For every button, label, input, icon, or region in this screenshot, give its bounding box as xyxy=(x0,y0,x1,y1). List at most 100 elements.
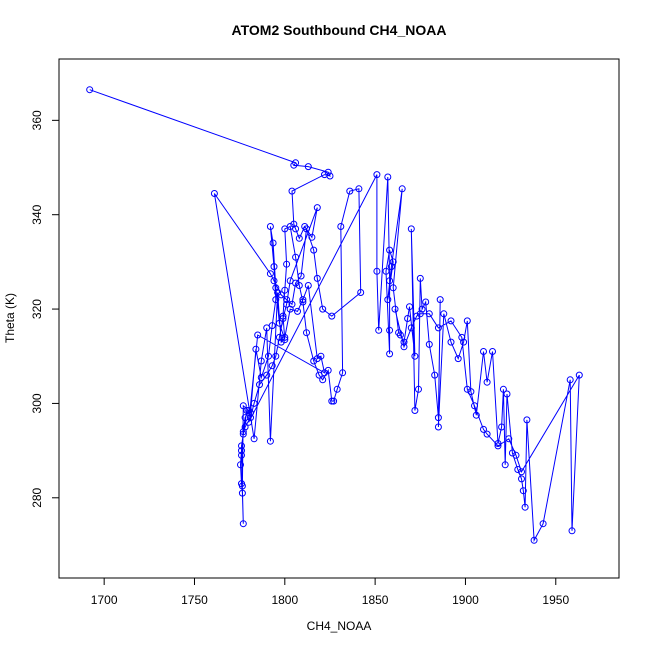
data-point xyxy=(480,425,487,433)
data-point xyxy=(281,333,289,341)
data-point xyxy=(501,461,509,469)
data-point xyxy=(286,223,294,230)
data-point xyxy=(317,352,325,360)
y-tick-label: 320 xyxy=(30,299,44,319)
data-point xyxy=(239,430,247,438)
y-tick-label: 360 xyxy=(30,110,44,130)
data-point xyxy=(382,267,390,275)
data-point xyxy=(386,326,394,334)
series-line xyxy=(89,89,580,543)
data-point xyxy=(518,475,525,483)
data-point xyxy=(286,305,294,313)
data-point xyxy=(290,161,298,169)
data-point xyxy=(269,239,277,247)
data-point xyxy=(86,86,94,94)
data-point xyxy=(498,423,506,431)
data-point xyxy=(239,520,247,528)
data-point xyxy=(416,310,424,318)
data-point xyxy=(263,324,271,332)
data-point xyxy=(239,428,247,436)
x-tick-label: 1700 xyxy=(91,593,118,607)
data-point xyxy=(425,310,433,318)
data-point xyxy=(308,233,316,241)
data-point xyxy=(395,329,403,337)
data-point xyxy=(241,414,249,422)
data-point xyxy=(434,324,442,332)
data-point xyxy=(283,300,291,308)
data-point xyxy=(238,442,245,450)
data-point xyxy=(375,326,383,334)
data-point xyxy=(400,343,408,351)
data-point xyxy=(304,163,312,171)
data-point xyxy=(292,253,300,261)
data-point xyxy=(277,338,285,346)
data-point xyxy=(523,416,531,424)
data-point xyxy=(237,461,244,469)
x-tick-label: 1850 xyxy=(362,593,389,607)
data-point xyxy=(440,310,448,318)
data-point xyxy=(319,376,327,384)
data-point xyxy=(247,414,254,422)
data-point xyxy=(288,187,296,195)
data-point xyxy=(299,298,307,306)
x-axis-label: CH4_NOAA xyxy=(307,619,372,633)
data-point xyxy=(295,234,303,242)
data-point xyxy=(339,369,347,377)
chart-title: ATOM2 Southbound CH4_NOAA xyxy=(232,22,447,38)
x-tick-label: 1750 xyxy=(181,593,208,607)
data-point xyxy=(503,390,511,398)
data-point xyxy=(268,362,276,370)
data-point xyxy=(355,185,363,193)
y-axis-label: Theta (K) xyxy=(3,293,17,343)
data-point xyxy=(303,329,310,337)
data-point xyxy=(266,270,274,278)
data-point xyxy=(415,385,422,393)
data-point xyxy=(398,185,406,193)
x-tick-label: 1900 xyxy=(452,593,479,607)
data-point xyxy=(313,274,321,282)
data-point xyxy=(460,338,468,346)
data-point xyxy=(357,289,365,296)
data-point xyxy=(299,296,307,304)
data-point xyxy=(275,319,283,327)
data-point xyxy=(313,204,321,212)
data-point xyxy=(521,503,529,511)
data-point xyxy=(431,371,439,379)
data-point xyxy=(241,423,249,431)
x-tick-label: 1950 xyxy=(542,593,569,607)
data-point xyxy=(290,220,298,228)
data-point xyxy=(458,333,466,341)
data-point xyxy=(396,331,404,339)
data-point xyxy=(257,357,265,365)
data-point xyxy=(250,399,258,407)
data-point xyxy=(337,223,345,230)
data-point xyxy=(386,350,394,358)
data-point xyxy=(373,171,381,179)
data-point xyxy=(389,284,397,292)
data-point xyxy=(265,352,272,360)
data-point xyxy=(243,407,251,414)
data-point xyxy=(463,317,471,325)
data-point xyxy=(505,435,513,443)
data-point xyxy=(373,267,381,275)
x-axis: 1700 1750 1800 1850 1900 1950 xyxy=(91,578,569,607)
x-tick-label: 1800 xyxy=(271,593,298,607)
data-point xyxy=(454,355,462,363)
data-point xyxy=(245,418,253,426)
data-point xyxy=(391,305,399,313)
data-point xyxy=(346,187,354,195)
data-point xyxy=(425,340,433,348)
data-point xyxy=(494,440,502,447)
data-point xyxy=(566,376,574,384)
data-point xyxy=(247,409,254,417)
y-tick-label: 340 xyxy=(30,204,44,224)
data-point xyxy=(324,168,332,176)
data-point xyxy=(480,348,487,355)
data-point xyxy=(270,263,278,271)
data-point xyxy=(252,345,260,353)
data-point xyxy=(288,300,296,308)
data-point xyxy=(400,338,408,346)
data-point xyxy=(239,402,247,410)
data-point xyxy=(463,385,471,393)
